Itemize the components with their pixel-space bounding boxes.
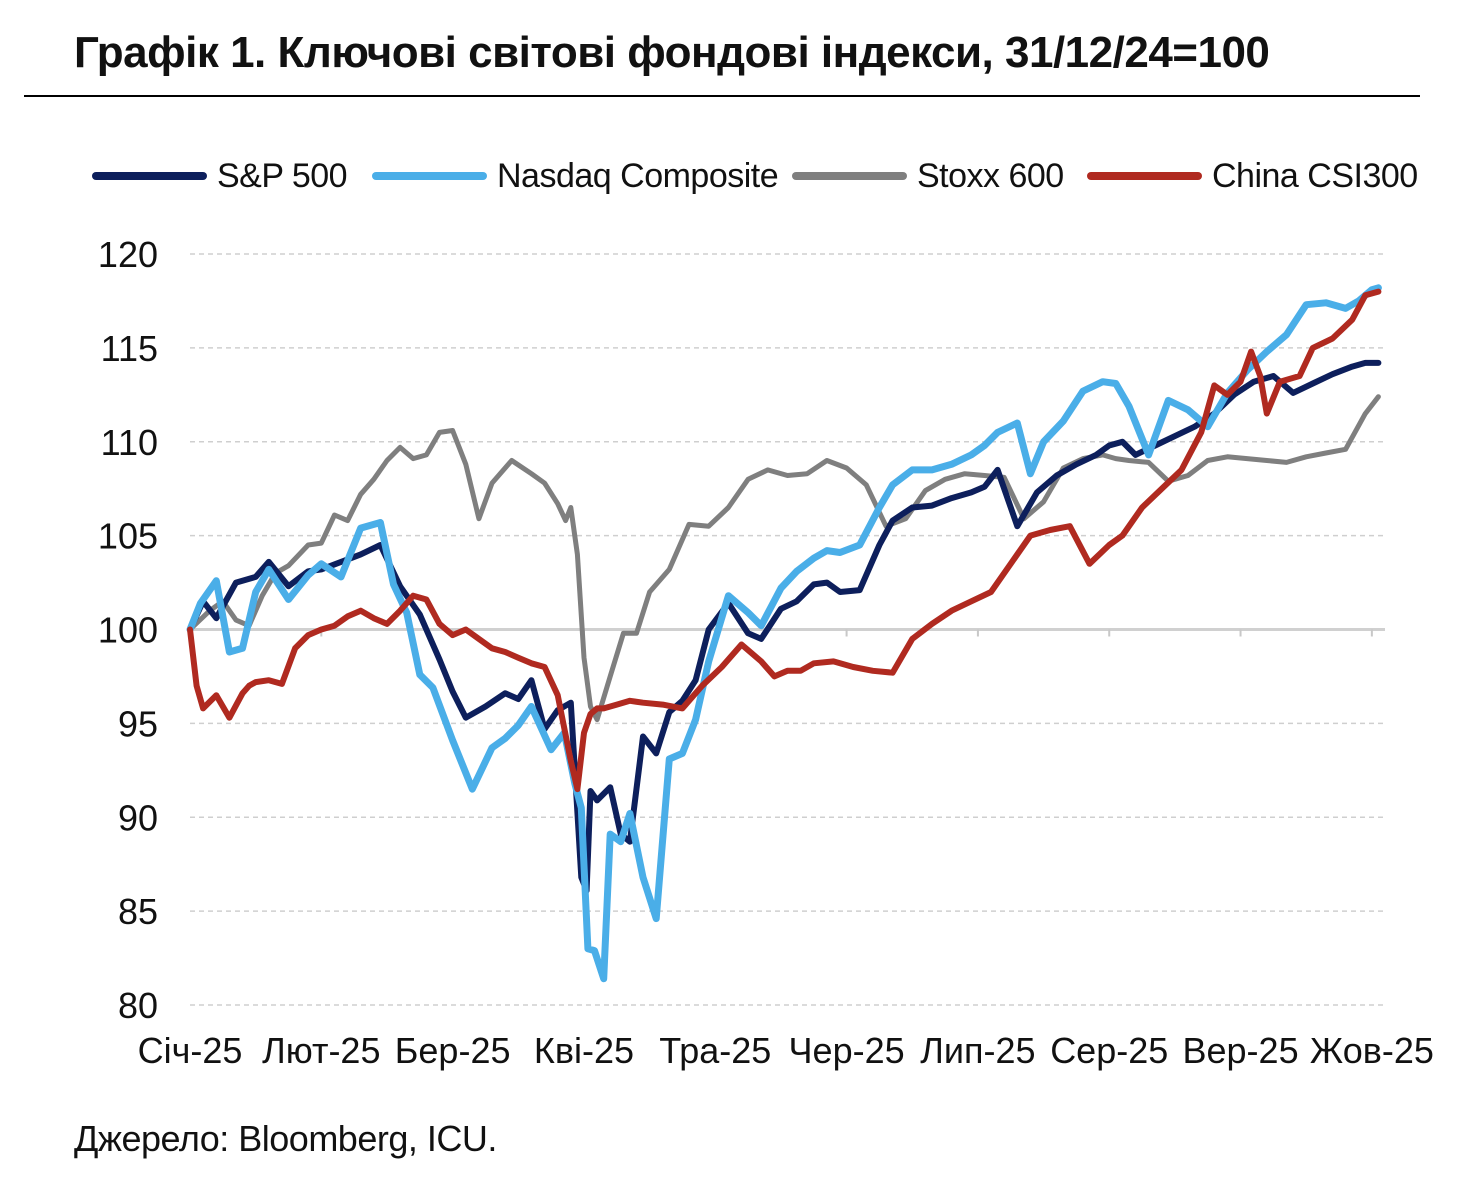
chart-legend: S&P 500 Nasdaq Composite Stoxx 600 China… xyxy=(92,152,1422,200)
legend-label-sp500: S&P 500 xyxy=(217,156,348,195)
legend-label-stoxx600: Stoxx 600 xyxy=(917,156,1064,195)
title-divider xyxy=(24,95,1420,97)
legend-item-sp500: S&P 500 xyxy=(92,152,348,200)
legend-label-nasdaq: Nasdaq Composite xyxy=(497,156,779,195)
y-tick-label: 95 xyxy=(118,703,158,744)
y-tick-label: 100 xyxy=(98,610,158,651)
line-nasdaq xyxy=(186,284,1382,983)
chart-title: Графік 1. Ключові світові фондові індекс… xyxy=(74,28,1270,77)
x-tick-label: Жов-25 xyxy=(1310,1030,1434,1071)
legend-swatch-csi300 xyxy=(1087,172,1202,180)
y-tick-label: 85 xyxy=(118,891,158,932)
x-tick-label: Чер-25 xyxy=(789,1030,905,1071)
x-tick-label: Вер-25 xyxy=(1183,1030,1299,1071)
y-tick-label: 105 xyxy=(98,516,158,557)
legend-item-csi300: China CSI300 xyxy=(1087,152,1418,200)
source-note: Джерело: Bloomberg, ICU. xyxy=(74,1118,497,1159)
x-tick-label: Сер-25 xyxy=(1050,1030,1168,1071)
legend-swatch-stoxx600 xyxy=(792,172,907,180)
y-tick-label: 110 xyxy=(101,422,158,463)
y-tick-label: 90 xyxy=(118,797,158,838)
y-tick-label: 120 xyxy=(98,234,158,275)
x-tick-label: Кві-25 xyxy=(534,1030,634,1071)
y-tick-label: 115 xyxy=(101,328,158,369)
line-csi300 xyxy=(187,288,1382,793)
legend-item-nasdaq: Nasdaq Composite xyxy=(372,152,779,200)
y-tick-label: 80 xyxy=(118,985,158,1026)
legend-item-stoxx600: Stoxx 600 xyxy=(792,152,1064,200)
x-tick-label: Січ-25 xyxy=(138,1030,243,1071)
x-tick-label: Тра-25 xyxy=(659,1030,771,1071)
x-tick-label: Лют-25 xyxy=(262,1030,380,1071)
line-chart: 80 85 90 95 100 105 110 115 120 Січ-25 Лют-25 Бер-2… xyxy=(98,234,1434,1071)
x-tick-label: Лип-25 xyxy=(920,1030,1035,1071)
legend-swatch-nasdaq xyxy=(372,172,487,180)
line-stoxx600 xyxy=(187,394,1381,723)
x-tick-label: Бер-25 xyxy=(395,1030,511,1071)
legend-swatch-sp500 xyxy=(92,172,207,180)
legend-label-csi300: China CSI300 xyxy=(1212,156,1418,195)
